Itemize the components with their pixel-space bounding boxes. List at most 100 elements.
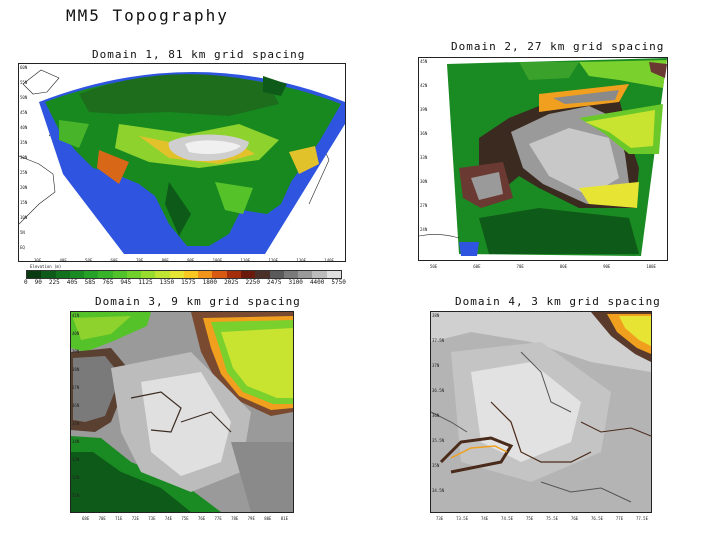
colorbar-label: 585 (84, 279, 96, 286)
y-tick: 36N (432, 413, 440, 418)
x-tick: 90E (603, 264, 611, 269)
colorbar-swatch (326, 271, 341, 278)
y-tick: 45N (420, 59, 428, 64)
x-tick: 80E (161, 258, 169, 263)
colorbar-swatch (240, 271, 256, 278)
y-tick: 35N (432, 463, 440, 468)
x-tick: 70E (516, 264, 524, 269)
domain-4-y-axis-labels: 38N 37.5N 37N 36.5N 36N 35.5N 35N 34.5N (432, 313, 445, 512)
colorbar-swatch (212, 271, 227, 278)
x-tick: 70E (98, 516, 106, 521)
x-tick: 100E (646, 264, 656, 269)
x-tick: 73.5E (456, 516, 469, 521)
colorbar-label: 1350 (159, 279, 175, 286)
x-tick: 78E (231, 516, 239, 521)
colorbar-swatch (169, 271, 184, 278)
y-tick: 39N (420, 107, 428, 112)
colorbar-swatch (183, 271, 199, 278)
y-tick: 32N (72, 475, 80, 480)
colorbar-label: 0 (24, 279, 28, 286)
x-tick: 130E (296, 258, 307, 263)
x-tick: 71E (115, 516, 123, 521)
domain-1-x-axis-labels: 30E 40E 50E 60E 70E 80E 90E 100E 110E 12… (34, 258, 334, 263)
domain-3-topography (71, 312, 293, 512)
y-tick: 60N (20, 65, 28, 70)
colorbar-swatch (84, 271, 99, 278)
colorbar-label: 2475 (267, 279, 282, 286)
y-tick: 37N (72, 385, 80, 390)
colorbar-swatch (298, 271, 313, 278)
colorbar-label: 405 (66, 279, 78, 286)
y-tick: 37N (432, 363, 440, 368)
colorbar-label: 2025 (224, 279, 239, 286)
domain-3-map: 41N 40N 39N 38N 37N 36N 35N 34N 33N 32N … (70, 311, 294, 513)
x-tick: 76E (570, 516, 579, 521)
x-tick: 90E (187, 258, 195, 263)
x-tick: 74E (164, 516, 173, 521)
colorbar-legend: Elevation (m) (30, 264, 62, 269)
panel-4-title: Domain 4, 3 km grid spacing (455, 295, 661, 308)
x-tick: 76E (197, 516, 206, 521)
colorbar-swatch (312, 271, 327, 278)
y-tick: 15N (20, 200, 28, 205)
colorbar-swatch (126, 271, 142, 278)
x-tick: 60E (473, 264, 481, 269)
x-tick: 79E (247, 516, 255, 521)
y-tick: 38N (432, 313, 440, 318)
x-tick: 77E (214, 516, 222, 521)
colorbar-swatch (226, 271, 241, 278)
x-tick: 76.5E (590, 516, 604, 521)
x-tick: 73E (148, 516, 156, 521)
y-tick: 31N (72, 493, 80, 498)
colorbar-label: 5750 (331, 279, 346, 286)
x-tick: 80E (264, 516, 272, 521)
x-tick: 100E (212, 258, 223, 263)
x-tick: 74.5E (501, 516, 514, 521)
x-tick: 72E (131, 516, 139, 521)
y-tick: 38N (72, 367, 80, 372)
colorbar-swatch (112, 271, 127, 278)
domain-4-map: 38N 37.5N 37N 36.5N 36N 35.5N 35N 34.5N (430, 311, 652, 513)
panel-1-title: Domain 1, 81 km grid spacing (92, 48, 306, 61)
domain-2-y-axis-labels: 45N 42N 39N 36N 33N 30N 27N 24N (420, 60, 427, 252)
colorbar-swatch (283, 271, 299, 278)
colorbar-label: 3100 (288, 279, 303, 286)
y-tick: 5N (20, 230, 25, 235)
panel-2-title: Domain 2, 27 km grid spacing (451, 40, 665, 53)
x-tick: 70E (136, 258, 144, 263)
domain-3-y-axis-labels: 41N 40N 39N 38N 37N 36N 35N 34N 33N 32N … (72, 314, 79, 512)
y-tick: 35N (20, 140, 28, 145)
domain-1-y-axis-labels: 60N 55N 50N 45N 40N 35N 30N 25N 20N 15N … (20, 66, 27, 261)
y-tick: 36.5N (432, 388, 445, 393)
domain-2-map: 45N 42N 39N 36N 33N 30N 27N 24N (418, 57, 668, 261)
y-tick: 35.5N (432, 438, 445, 443)
y-tick: 33N (420, 155, 428, 160)
colorbar-swatch (198, 271, 213, 278)
domain-2-x-axis-labels: 50E 60E 70E 80E 90E 100E (430, 264, 656, 269)
domain-2-topography (419, 58, 667, 256)
y-tick: EQ (20, 245, 25, 250)
y-tick: 33N (72, 457, 80, 462)
y-tick: 45N (20, 110, 28, 115)
panel-3-title: Domain 3, 9 km grid spacing (95, 295, 301, 308)
y-tick: 34N (72, 439, 80, 444)
colorbar-label: 90 (34, 279, 42, 286)
colorbar-label: 1575 (181, 279, 196, 286)
x-tick: 75E (525, 516, 534, 521)
y-tick: 40N (20, 125, 28, 130)
colorbar-label: 945 (120, 279, 132, 286)
domain-1-topography (19, 69, 345, 254)
colorbar-label: 1125 (138, 279, 153, 286)
x-tick: 140E (324, 258, 334, 263)
y-tick: 20N (20, 185, 28, 190)
domain-3-x-axis-labels: 68E 70E 71E 72E 73E 74E 75E 76E 77E 78E … (82, 516, 288, 521)
domain-4-x-axis-labels: 73E 73.5E 74E 74.5E 75E 75.5E 76E 76.5E … (436, 516, 648, 521)
colorbar-swatch (27, 271, 42, 278)
y-tick: 10N (20, 215, 28, 220)
domain-1-map: 60N 55N 50N 45N 40N 35N 30N 25N 20N 15N … (18, 63, 346, 262)
x-tick: 60E (110, 258, 118, 263)
colorbar-swatch (255, 271, 270, 278)
y-tick: 42N (420, 83, 428, 88)
y-tick: 34.5N (432, 488, 445, 493)
y-tick: 37.5N (432, 338, 445, 343)
